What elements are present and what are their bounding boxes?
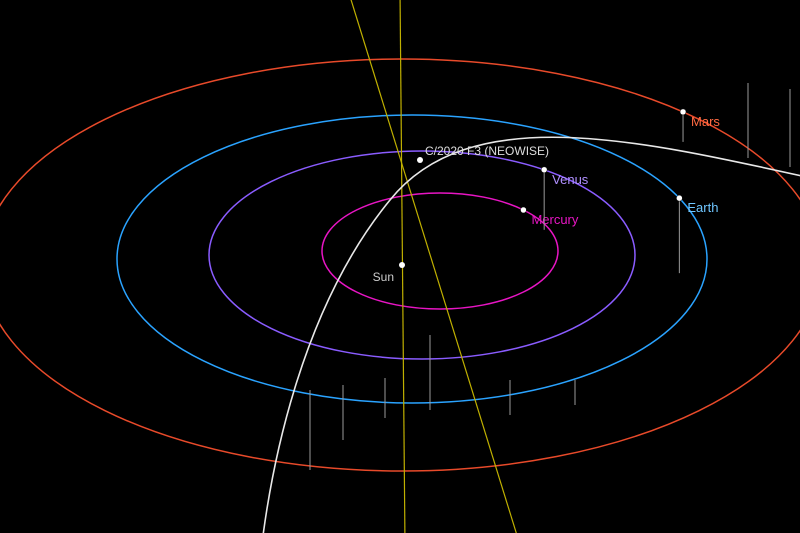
comet-path [260, 137, 800, 533]
mars-label: Mars [691, 114, 720, 129]
earth-label: Earth [687, 200, 718, 215]
mars-dot [680, 109, 686, 115]
axis-inclined [348, 0, 520, 533]
mercury-label: Mercury [531, 212, 578, 227]
earth-dot [676, 195, 682, 201]
comet-dot [417, 157, 423, 163]
venus-label: Venus [552, 172, 589, 187]
comet-label: C/2020 F3 (NEOWISE) [425, 144, 549, 158]
venus-dot [541, 167, 547, 173]
orbit-diagram: Sun Mercury Venus Earth Mars C/2020 F3 (NEOWI… [0, 0, 800, 533]
sun-dot [399, 262, 405, 268]
earth-orbit [117, 115, 707, 403]
mercury-dot [520, 207, 526, 213]
sun-label: Sun [373, 270, 394, 284]
